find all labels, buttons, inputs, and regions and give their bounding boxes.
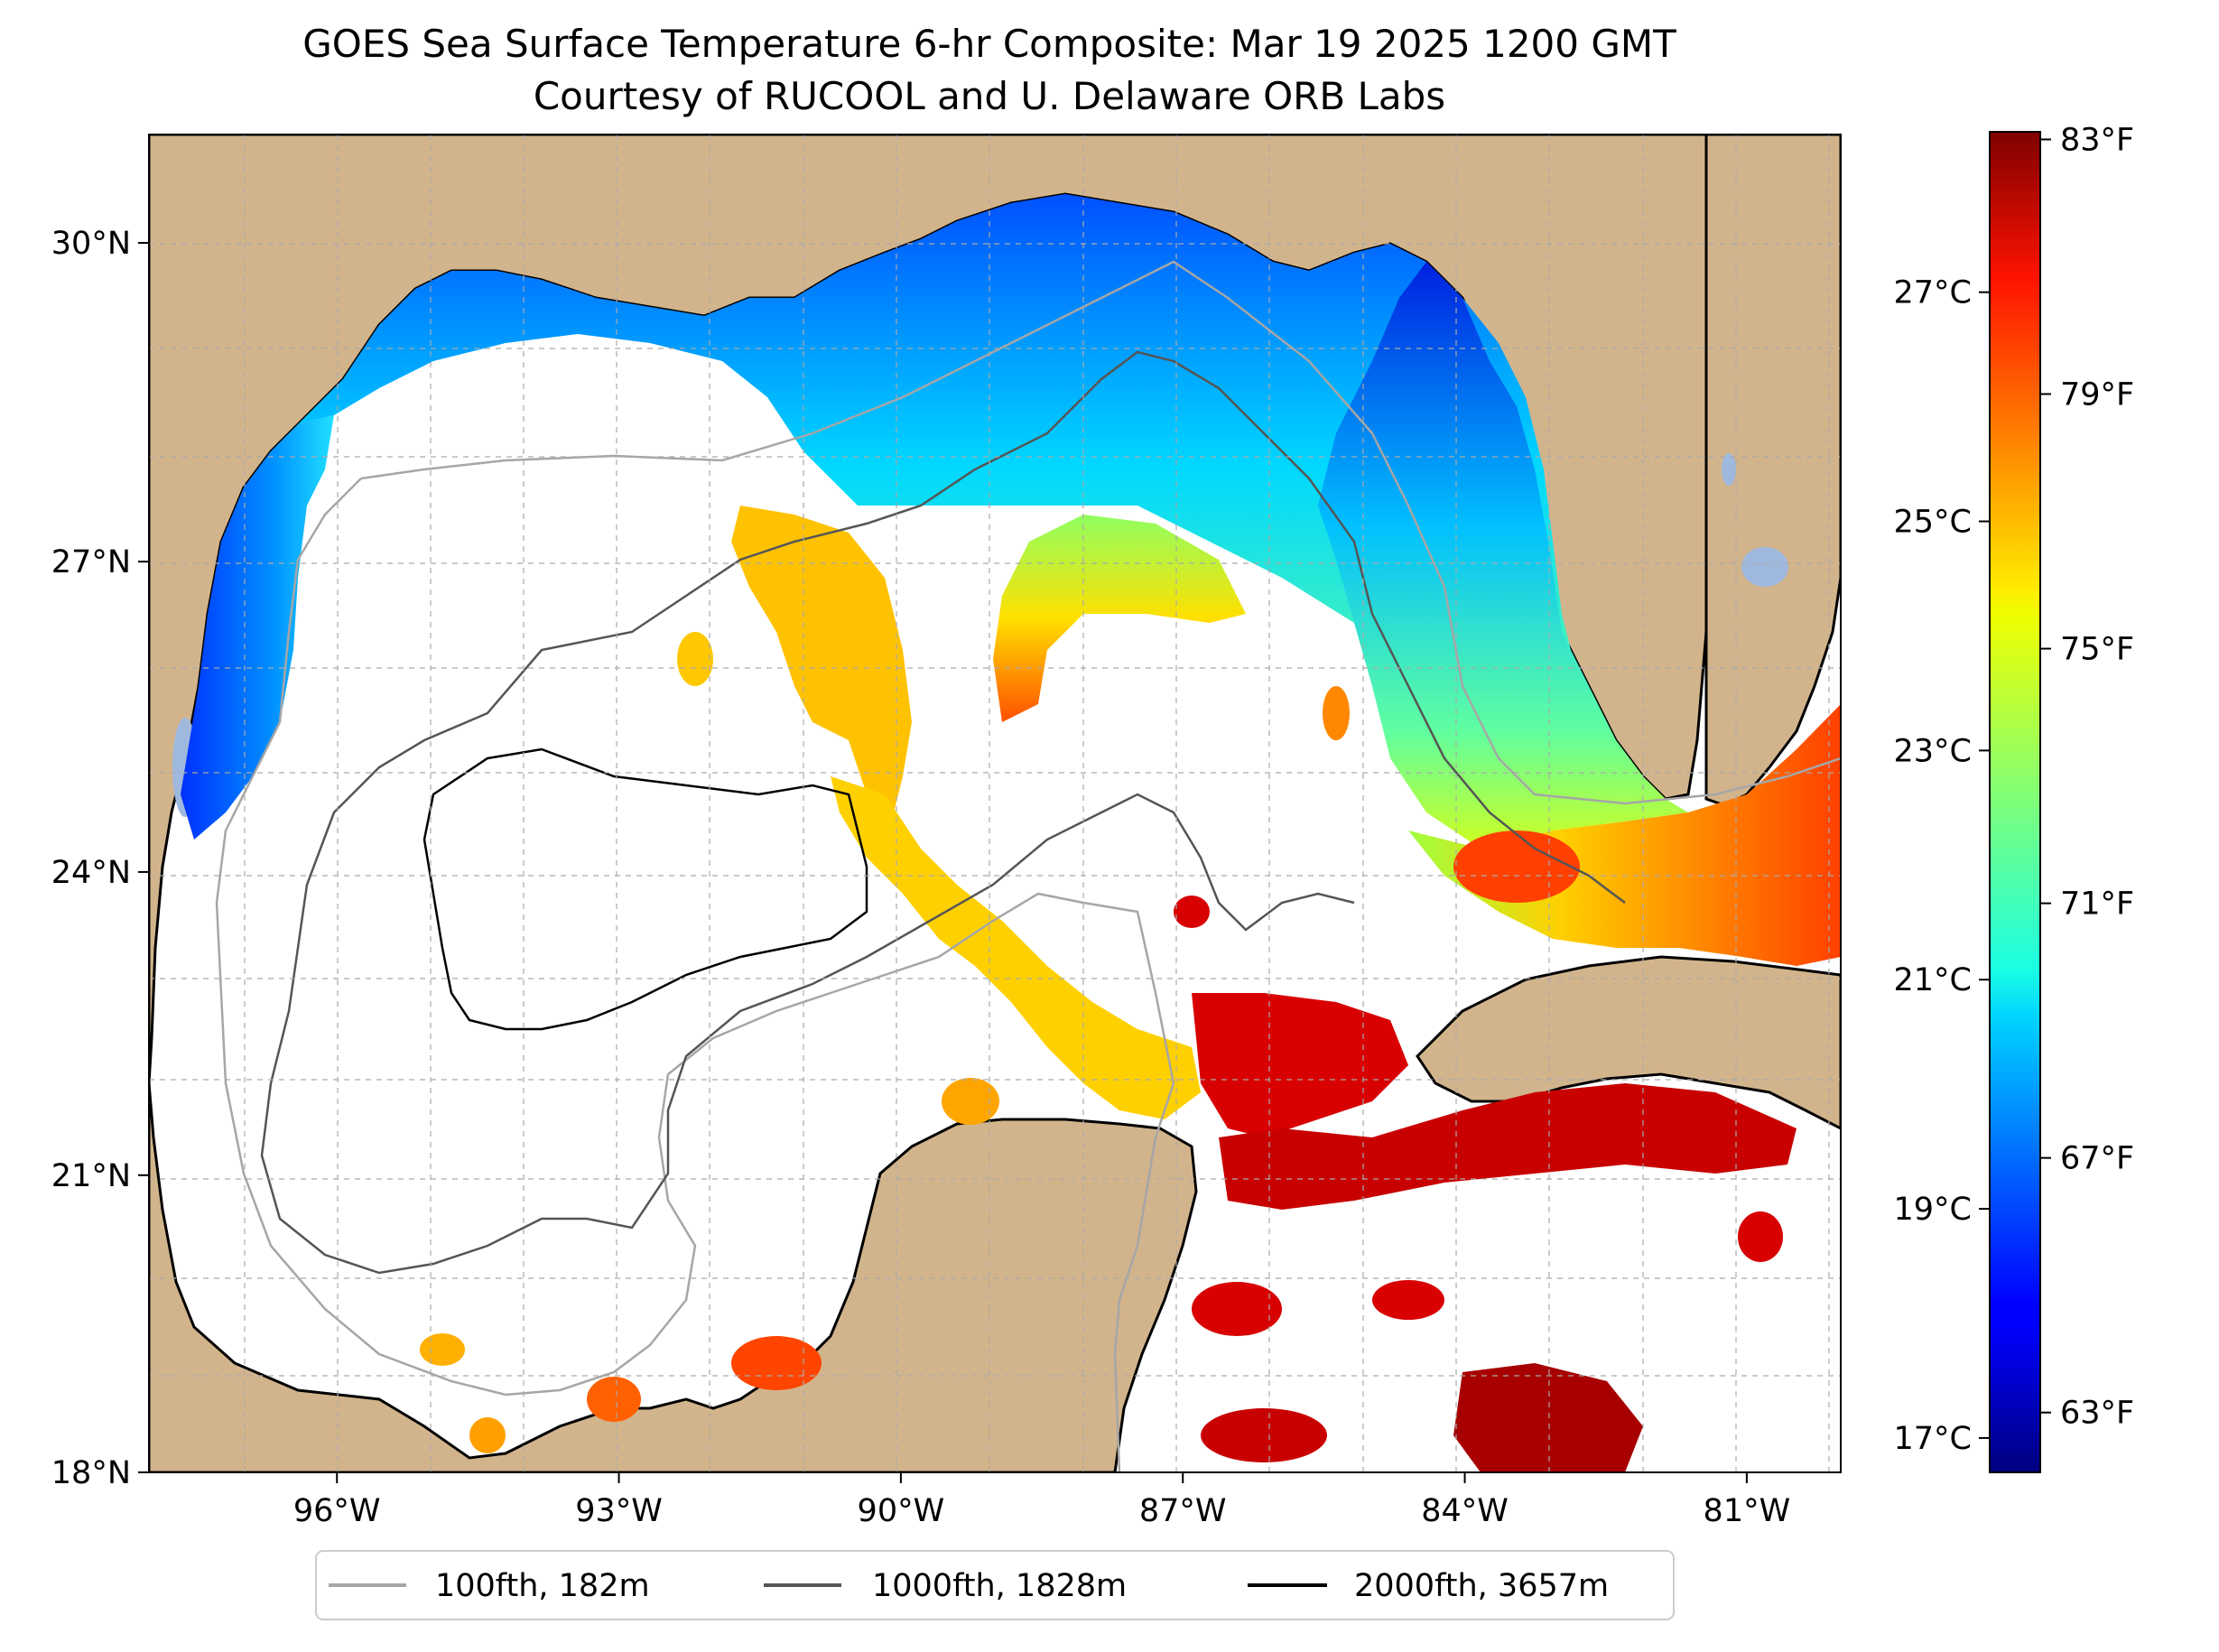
contour-100fth bbox=[215, 260, 1841, 1472]
colorbar-fahrenheit-label: 79°F bbox=[2060, 377, 2134, 413]
land-mexico bbox=[149, 1082, 1198, 1472]
colorbar-fahrenheit-label: 63°F bbox=[2060, 1396, 2134, 1432]
sst-patch-southwest-1 bbox=[420, 1333, 465, 1366]
lat-tick-label: 27°N bbox=[51, 544, 131, 580]
lon-tick-label: 87°W bbox=[1139, 1493, 1227, 1529]
colorbar-celsius-label: 27°C bbox=[1894, 275, 1972, 311]
colorbar-fahrenheit-label: 83°F bbox=[2060, 122, 2134, 158]
legend-label-2000fth: 2000fth, 3657m bbox=[1354, 1568, 1609, 1604]
sst-caribbean-northwest bbox=[1192, 993, 1408, 1137]
sst-patch-east-4 bbox=[1372, 1280, 1444, 1320]
sst-patch-east-3 bbox=[1192, 1282, 1282, 1336]
sst-central-gulf bbox=[731, 506, 912, 812]
longitude-axis: 96°W 93°W 90°W 87°W 84°W 81°W bbox=[293, 1472, 1790, 1529]
inland-lake bbox=[1722, 453, 1736, 486]
colorbar-fahrenheit-label: 75°F bbox=[2060, 632, 2134, 668]
land-florida bbox=[1704, 135, 1841, 807]
sst-patch-campeche bbox=[942, 1078, 999, 1125]
colorbar-celsius-label: 19°C bbox=[1894, 1192, 1972, 1228]
sst-patch-east-2 bbox=[1738, 1211, 1783, 1262]
sst-patch-central-1 bbox=[677, 632, 713, 686]
sst-patch-veracruz bbox=[587, 1377, 641, 1422]
colorbar-fahrenheit-axis: 83°F 79°F 75°F 71°F 67°F 63°F bbox=[2040, 122, 2134, 1432]
lon-tick-label: 84°W bbox=[1421, 1493, 1509, 1529]
sst-loop-current bbox=[993, 515, 1246, 722]
contour-2000fth bbox=[422, 747, 868, 1031]
sst-west-shelf bbox=[181, 415, 334, 840]
contour-1000fth bbox=[260, 350, 1626, 1275]
colorbar-celsius-label: 23°C bbox=[1894, 733, 1972, 769]
map-panel bbox=[149, 135, 1841, 1472]
legend: 100fth, 182m 1000fth, 1828m 2000fth, 365… bbox=[315, 1550, 1675, 1620]
legend-box bbox=[315, 1550, 1675, 1620]
sst-patch-east-1 bbox=[1174, 896, 1210, 928]
graticule bbox=[149, 135, 1841, 1472]
colorbar-celsius-label: 25°C bbox=[1894, 505, 1972, 541]
colorbar-celsius-label: 21°C bbox=[1894, 962, 1972, 998]
lat-tick-label: 21°N bbox=[51, 1158, 131, 1194]
lat-tick-label: 24°N bbox=[51, 855, 131, 891]
lon-tick-label: 81°W bbox=[1704, 1493, 1791, 1529]
colorbar-fahrenheit-label: 71°F bbox=[2060, 886, 2134, 923]
colorbar bbox=[1989, 131, 2041, 1473]
colorbar-fahrenheit-label: 67°F bbox=[2060, 1141, 2134, 1177]
sst-northern-shelf bbox=[298, 194, 1580, 740]
sst-patch-east-5 bbox=[1201, 1408, 1327, 1462]
sst-eastern-shelf bbox=[1318, 262, 1688, 849]
sst-patch-tabasco bbox=[731, 1336, 822, 1390]
sst-caribbean-deep bbox=[1453, 1363, 1643, 1472]
map-frame bbox=[148, 134, 1842, 1473]
colorbar-celsius-axis: 27°C 25°C 23°C 21°C 19°C 17°C bbox=[1894, 275, 1990, 1457]
lake-okeechobee bbox=[1741, 547, 1788, 587]
colorbar-celsius-label: 17°C bbox=[1894, 1421, 1972, 1457]
sst-patch-southwest-2 bbox=[469, 1417, 506, 1453]
lon-tick-label: 93°W bbox=[575, 1493, 663, 1529]
lon-tick-label: 96°W bbox=[293, 1493, 381, 1529]
map-subtitle: Courtesy of RUCOOL and U. Delaware ORB L… bbox=[534, 74, 1445, 118]
sst-patch-central-2 bbox=[1323, 686, 1350, 740]
legend-label-100fth: 100fth, 182m bbox=[435, 1568, 650, 1604]
sst-yucatan-channel bbox=[831, 776, 1201, 1119]
latitude-axis: 30°N 27°N 24°N 21°N 18°N bbox=[51, 226, 149, 1491]
bathymetry-contours bbox=[215, 260, 1841, 1472]
legend-label-1000fth: 1000fth, 1828m bbox=[872, 1568, 1127, 1604]
map-title: GOES Sea Surface Temperature 6-hr Compos… bbox=[302, 22, 1676, 66]
lat-tick-label: 30°N bbox=[51, 226, 131, 262]
sst-patch-florida-west bbox=[1453, 831, 1580, 903]
lat-tick-label: 18°N bbox=[51, 1455, 131, 1491]
lon-tick-label: 90°W bbox=[858, 1493, 945, 1529]
